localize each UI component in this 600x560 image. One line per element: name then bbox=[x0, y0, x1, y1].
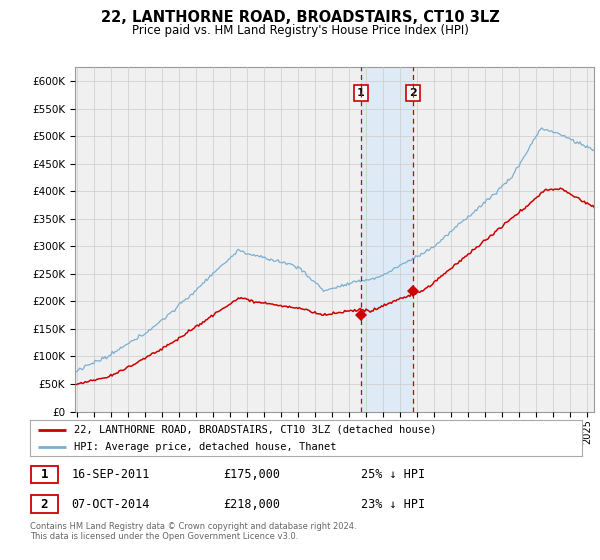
Text: 2: 2 bbox=[41, 497, 48, 511]
Bar bbox=[31, 466, 58, 483]
Text: 1: 1 bbox=[357, 88, 365, 98]
Bar bbox=[31, 496, 58, 512]
Text: Price paid vs. HM Land Registry's House Price Index (HPI): Price paid vs. HM Land Registry's House … bbox=[131, 24, 469, 36]
Text: 22, LANTHORNE ROAD, BROADSTAIRS, CT10 3LZ (detached house): 22, LANTHORNE ROAD, BROADSTAIRS, CT10 3L… bbox=[74, 425, 437, 435]
Text: Contains HM Land Registry data © Crown copyright and database right 2024.
This d: Contains HM Land Registry data © Crown c… bbox=[30, 522, 356, 542]
Text: 23% ↓ HPI: 23% ↓ HPI bbox=[361, 497, 425, 511]
Text: £175,000: £175,000 bbox=[223, 468, 280, 481]
Text: 25% ↓ HPI: 25% ↓ HPI bbox=[361, 468, 425, 481]
Text: 16-SEP-2011: 16-SEP-2011 bbox=[71, 468, 150, 481]
Text: 07-OCT-2014: 07-OCT-2014 bbox=[71, 497, 150, 511]
Text: HPI: Average price, detached house, Thanet: HPI: Average price, detached house, Than… bbox=[74, 442, 337, 452]
Text: 2: 2 bbox=[409, 88, 417, 98]
Text: 1: 1 bbox=[41, 468, 48, 481]
Text: £218,000: £218,000 bbox=[223, 497, 280, 511]
Bar bbox=[361, 67, 413, 412]
Text: 22, LANTHORNE ROAD, BROADSTAIRS, CT10 3LZ: 22, LANTHORNE ROAD, BROADSTAIRS, CT10 3L… bbox=[101, 10, 499, 25]
